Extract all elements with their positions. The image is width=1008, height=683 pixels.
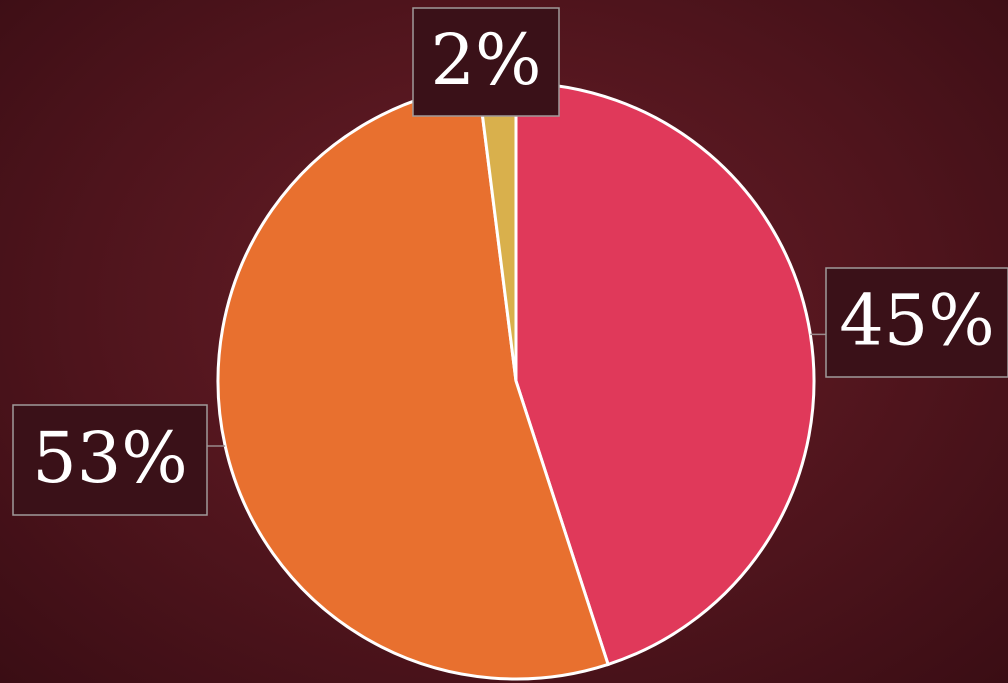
pie-slice [216, 83, 610, 681]
data-label: 45% [839, 280, 995, 362]
label-box [12, 404, 208, 516]
label-box [412, 7, 560, 117]
data-label: 53% [32, 417, 188, 499]
pie-slice [514, 81, 816, 667]
data-label: 2% [430, 19, 541, 101]
label-box [825, 267, 1008, 378]
